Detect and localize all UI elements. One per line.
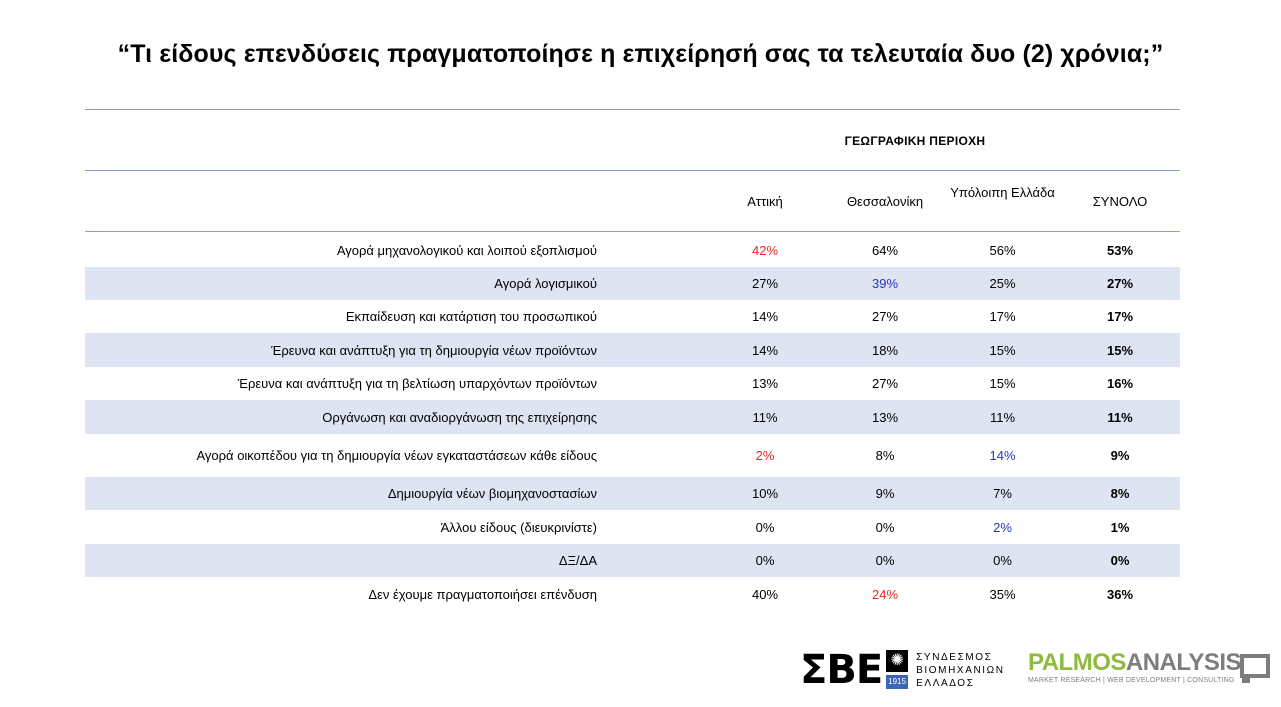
group-header: ΓΕΩΓΡΑΦΙΚΗ ΠΕΡΙΟΧΗ xyxy=(844,134,986,148)
cell-value: 8% xyxy=(875,448,895,463)
cell-value: 42% xyxy=(751,242,779,258)
cell-value: 14% xyxy=(751,342,779,358)
palmos-logo-icon xyxy=(1240,654,1270,683)
row-label: Δημιουργία νέων βιομηχανοστασίων xyxy=(387,486,597,501)
row-label: Δεν έχουμε πραγματοποιήσει επένδυση xyxy=(368,586,597,602)
cell-value: 10% xyxy=(751,486,779,501)
cell-value: 40% xyxy=(751,586,779,602)
sbe-name-line: ΒΙΟΜΗΧΑΝΙΩΝ xyxy=(916,664,1005,676)
table-row: Αγορά μηχανολογικού και λοιπού εξοπλισμο… xyxy=(85,233,1180,267)
cell-value: 53% xyxy=(1106,242,1134,258)
cell-value: 8% xyxy=(1110,486,1130,501)
cell-value: 15% xyxy=(1106,342,1134,358)
cell-value: 15% xyxy=(989,376,1016,391)
palmos-logo-wordmark: PALMOSANALYSIS xyxy=(1028,650,1270,676)
cell-value: 39% xyxy=(871,276,899,291)
page-title: “Τι είδους επενδύσεις πραγματοποίησε η ε… xyxy=(117,40,1164,68)
palmos-analysis-logo: PALMOSANALYSIS MARKET RESEARCH | WEB DEV… xyxy=(1028,650,1270,690)
palmos-logo-tagline: MARKET RESEARCH | WEB DEVELOPMENT | CONS… xyxy=(1028,677,1235,684)
cell-value: 9% xyxy=(875,486,895,501)
cell-value: 11% xyxy=(1107,409,1133,425)
table-row: Άλλου είδους (διευκρινίστε) 0% 0% 2% 1% xyxy=(85,510,1180,544)
row-label: Έρευνα και ανάπτυξη για τη βελτίωση υπαρ… xyxy=(237,376,597,391)
table-row: ΔΞ/ΔΑ 0% 0% 0% 0% xyxy=(85,544,1180,577)
cell-value: 0% xyxy=(875,519,895,535)
table-row: Αγορά λογισμικού 27% 39% 25% 27% xyxy=(85,267,1180,300)
cell-value: 27% xyxy=(871,376,899,391)
gear-icon: ✺ xyxy=(886,650,909,672)
cell-value: 17% xyxy=(1106,309,1134,324)
cell-value: 64% xyxy=(871,242,899,258)
row-label: Αγορά λογισμικού xyxy=(494,276,597,291)
table-row: Έρευνα και ανάπτυξη για τη βελτίωση υπαρ… xyxy=(85,367,1180,400)
row-label: ΔΞ/ΔΑ xyxy=(558,553,597,568)
column-header-total: ΣΥΝΟΛΟ xyxy=(1092,194,1148,209)
cell-value: 18% xyxy=(871,342,899,358)
row-label: Εκπαίδευση και κατάρτιση του προσωπικού xyxy=(345,309,597,324)
cell-value: 36% xyxy=(1106,586,1134,602)
palmos-logo-word-b: ANALYSIS xyxy=(1125,649,1242,676)
row-label: Οργάνωση και αναδιοργάνωση της επιχείρησ… xyxy=(322,409,597,425)
sbe-name-line: ΣΥΝΔΕΣΜΟΣ xyxy=(916,651,993,663)
cell-value: 24% xyxy=(871,586,899,602)
sbe-logo-year: 1915 xyxy=(886,675,909,689)
cell-value: 0% xyxy=(755,519,775,535)
table-row: Εκπαίδευση και κατάρτιση του προσωπικού 1… xyxy=(85,300,1180,333)
cell-value: 13% xyxy=(751,376,779,391)
cell-value: 27% xyxy=(1106,276,1134,291)
cell-value: 25% xyxy=(989,276,1016,291)
palmos-logo-word-a: PALMOS xyxy=(1028,649,1126,676)
cell-value: 0% xyxy=(875,553,895,568)
column-header-rule xyxy=(85,231,1180,232)
cell-value: 27% xyxy=(871,309,899,324)
cell-value: 9% xyxy=(1110,448,1130,463)
cell-value: 14% xyxy=(751,309,779,324)
table-row: Δημιουργία νέων βιομηχανοστασίων 10% 9% 7% 8… xyxy=(85,477,1180,510)
row-label: Αγορά οικοπέδου για τη δημιουργία νέων ε… xyxy=(196,448,598,463)
cell-value: 56% xyxy=(989,242,1016,258)
cell-value: 13% xyxy=(871,409,899,425)
group-header-rule xyxy=(85,170,1180,171)
row-label: Έρευνα και ανάπτυξη για τη δημιουργία νέ… xyxy=(271,342,597,358)
cell-value: 11% xyxy=(989,409,1016,425)
table-row: Έρευνα και ανάπτυξη για τη δημιουργία νέ… xyxy=(85,333,1180,367)
sbe-logo: ΣΒΕ ✺ 1915 ΣΥΝΔΕΣΜΟΣ ΒΙΟΜΗΧΑΝΙΩΝ ΕΛΛΑΔΟΣ xyxy=(800,650,1005,690)
column-header-attica: Αττική xyxy=(747,194,783,209)
row-label: Άλλου είδους (διευκρινίστε) xyxy=(440,519,597,535)
column-header-rest-of-greece: Υπόλοιπη Ελλάδα xyxy=(950,185,1055,200)
cell-value: 0% xyxy=(755,553,775,568)
cell-value: 27% xyxy=(751,276,779,291)
sbe-logo-emblem: ✺ 1915 xyxy=(886,650,909,690)
table-row: Δεν έχουμε πραγματοποιήσει επένδυση 40% 24… xyxy=(85,577,1180,611)
cell-value: 2% xyxy=(993,519,1012,535)
cell-value: 17% xyxy=(989,309,1016,324)
row-label: Αγορά μηχανολογικού και λοιπού εξοπλισμο… xyxy=(336,242,597,258)
cell-value: 0% xyxy=(1110,553,1130,568)
sbe-logo-name: ΣΥΝΔΕΣΜΟΣ ΒΙΟΜΗΧΑΝΙΩΝ ΕΛΛΑΔΟΣ xyxy=(916,651,1004,690)
cell-value: 35% xyxy=(989,586,1016,602)
cell-value: 1% xyxy=(1110,519,1130,535)
cell-value: 15% xyxy=(989,342,1016,358)
cell-value: 16% xyxy=(1106,376,1134,391)
column-header-thessaloniki: Θεσσαλονίκη xyxy=(846,194,924,209)
cell-value: 14% xyxy=(989,448,1016,463)
cell-value: 0% xyxy=(993,553,1012,568)
cell-value: 2% xyxy=(755,448,775,463)
cell-value: 11% xyxy=(752,409,778,425)
sbe-logo-letters: ΣΒΕ xyxy=(800,647,883,693)
cell-value: 7% xyxy=(993,486,1012,501)
table-top-rule xyxy=(85,109,1180,110)
sbe-name-line: ΕΛΛΑΔΟΣ xyxy=(916,677,975,689)
table-row: Αγορά οικοπέδου για τη δημιουργία νέων ε… xyxy=(85,434,1180,477)
table-row: Οργάνωση και αναδιοργάνωση της επιχείρησ… xyxy=(85,400,1180,434)
